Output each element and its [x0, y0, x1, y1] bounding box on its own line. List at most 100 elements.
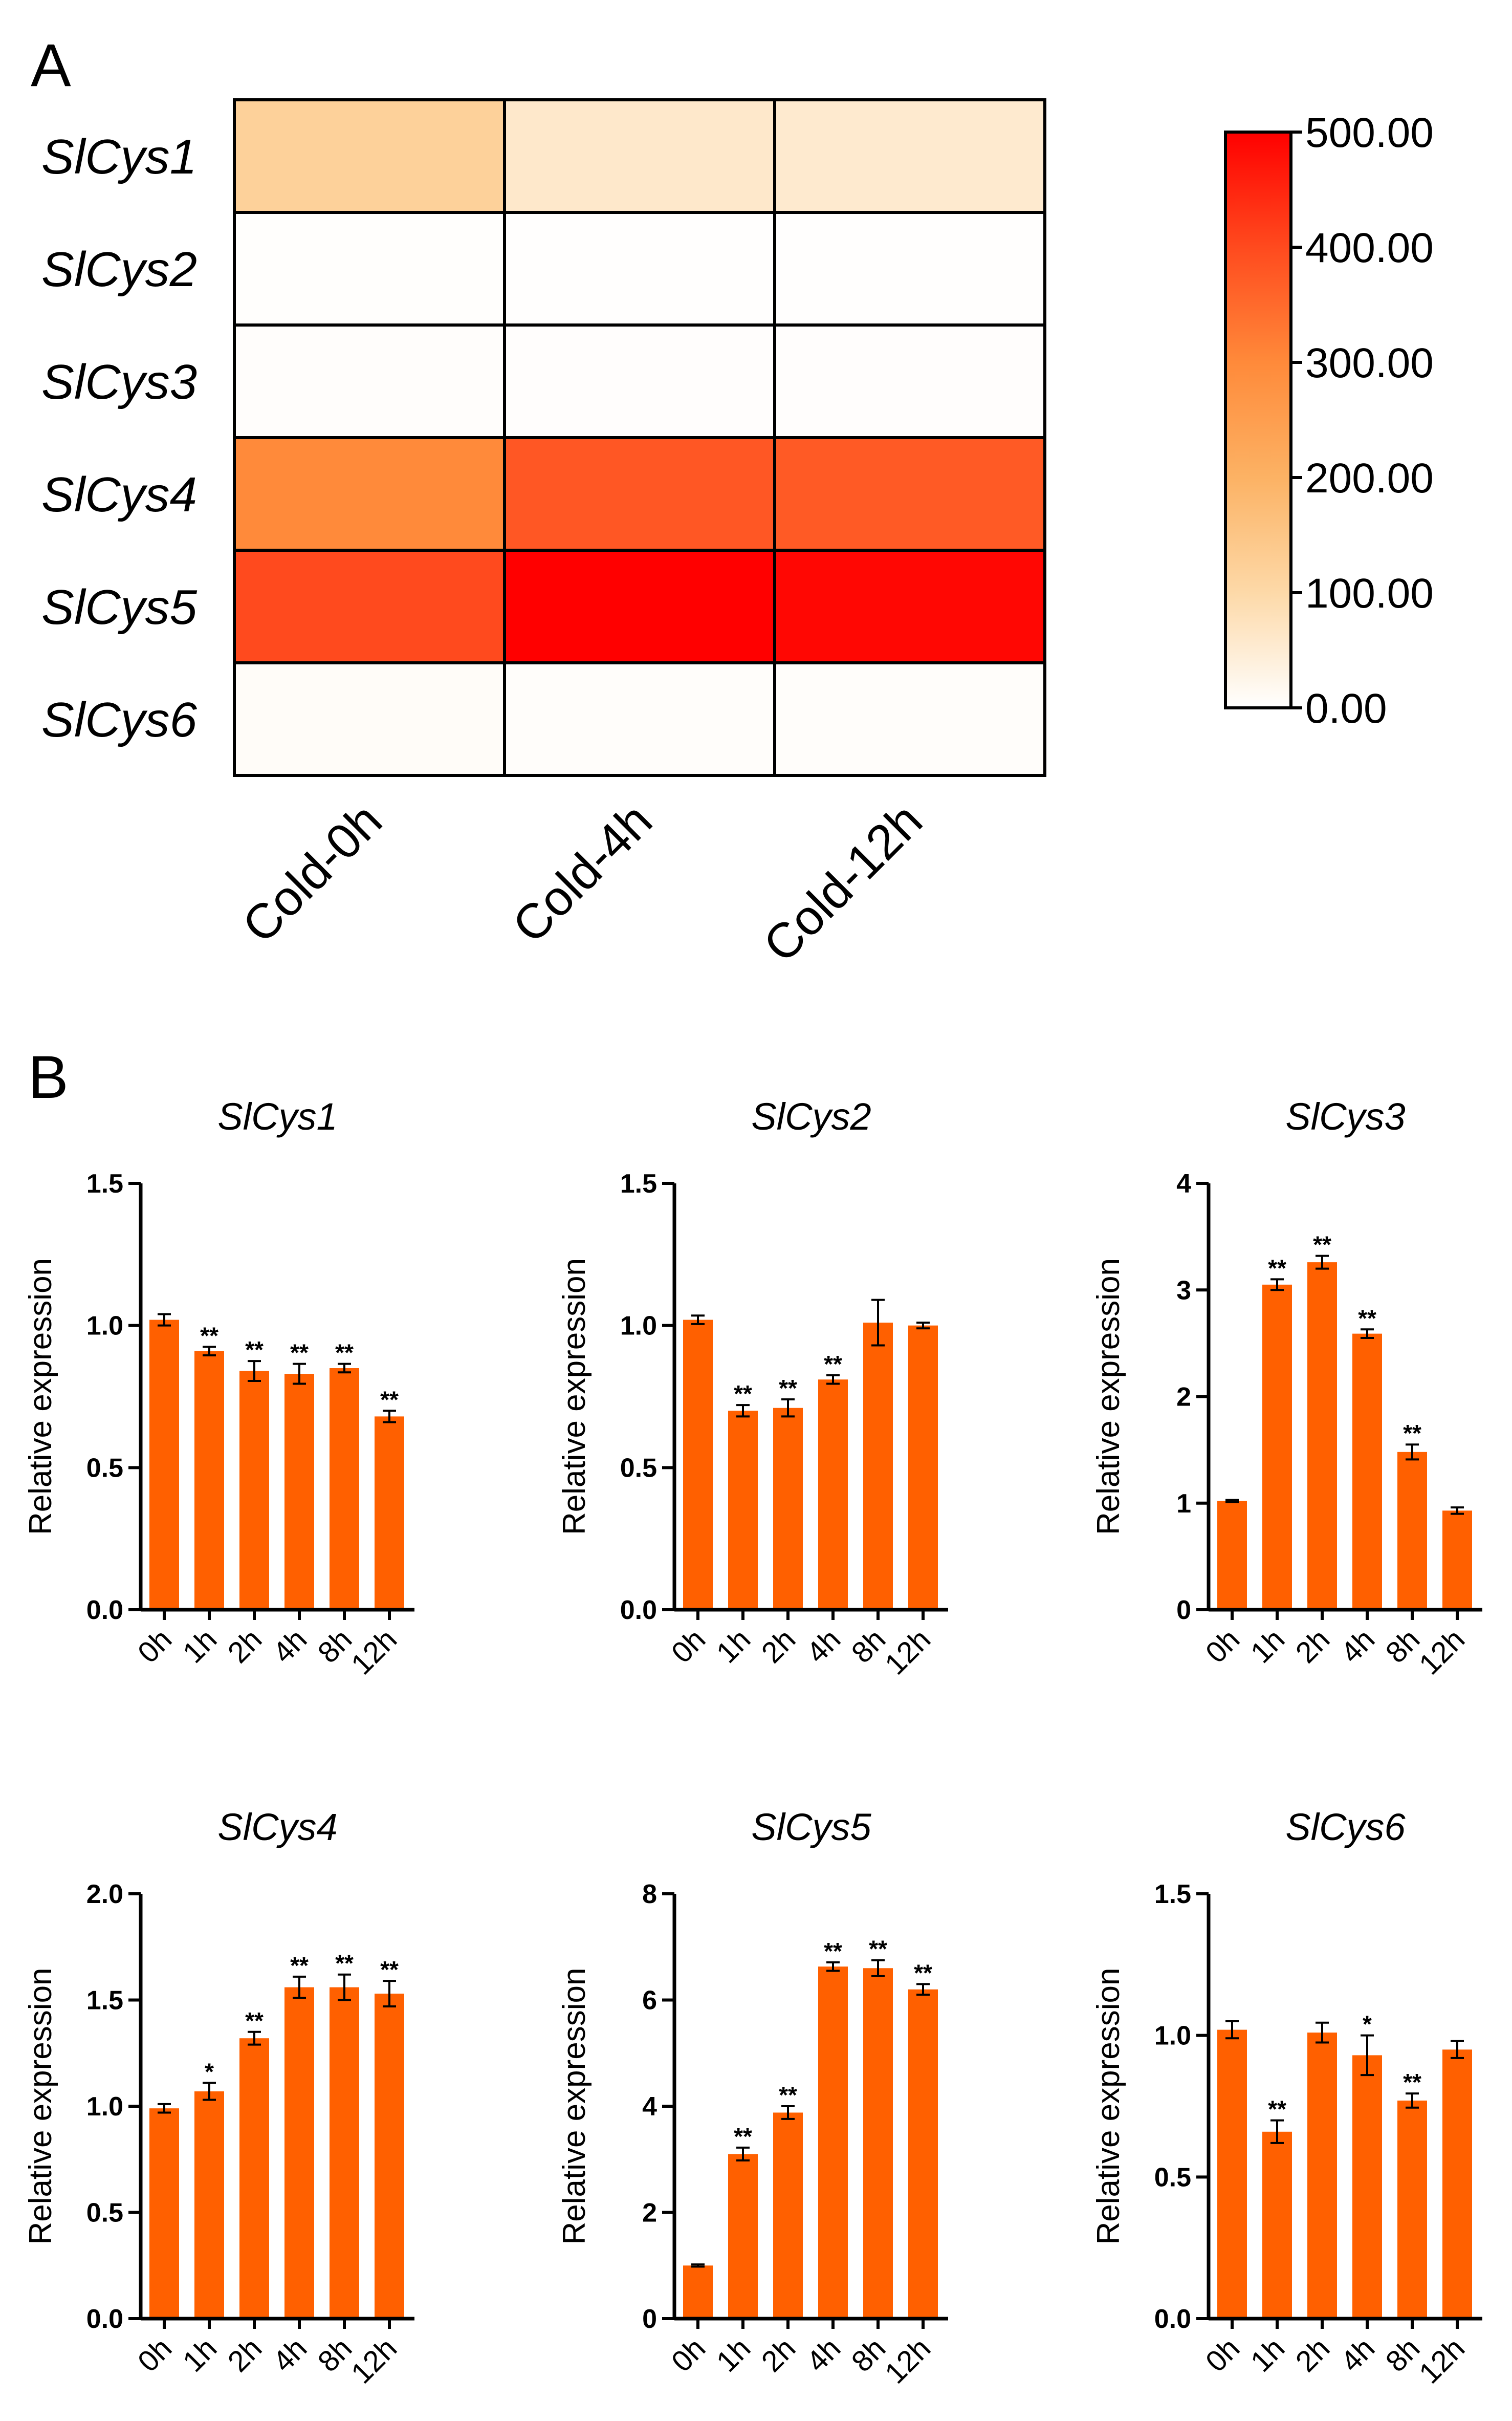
y-tick-label: 4 — [1176, 1169, 1191, 1199]
bar — [908, 1325, 938, 1610]
significance-marker: ** — [734, 2123, 752, 2150]
significance-marker: ** — [779, 2082, 797, 2108]
significance-marker: ** — [200, 1322, 218, 1349]
colorbar-gradient — [1224, 131, 1292, 709]
bar — [1397, 1452, 1427, 1610]
y-tick-label: 0.5 — [620, 1453, 657, 1483]
y-tick-label: 1 — [1176, 1489, 1191, 1519]
heatmap-cell — [503, 98, 776, 214]
x-tick-label: 0h — [132, 2331, 179, 2379]
y-axis-label: Relative expression — [23, 1258, 58, 1535]
x-tick-label: 4h — [267, 1623, 314, 1670]
x-tick-label: 1h — [1244, 1623, 1291, 1670]
gene-label: SlCys3 — [41, 355, 197, 409]
bar — [1262, 1284, 1292, 1610]
bar — [149, 1320, 179, 1610]
heatmap-cell — [773, 323, 1046, 439]
x-tick-label: 12h — [345, 2331, 403, 2390]
bar — [149, 2108, 179, 2319]
y-axis-label: Relative expression — [557, 1258, 592, 1535]
bar — [1217, 1501, 1247, 1610]
x-tick-label: 0h — [665, 2331, 712, 2379]
x-tick-label: 2h — [222, 1623, 269, 1670]
gene-label: SlCys1 — [41, 129, 197, 184]
gene-label: SlCys6 — [41, 693, 198, 747]
y-tick-label: 0.0 — [620, 1595, 657, 1625]
x-tick-label: 2h — [755, 2331, 802, 2379]
y-tick-label: 1.5 — [1154, 1879, 1191, 1909]
y-tick-label: 0.0 — [1154, 2304, 1191, 2334]
significance-marker: ** — [1313, 1231, 1331, 1258]
colorbar-tick-label: 200.00 — [1305, 455, 1434, 502]
y-tick-label: 2 — [1176, 1382, 1191, 1412]
x-tick-label: 0h — [1199, 1623, 1246, 1670]
chart-title: SlCys6 — [1285, 1806, 1406, 1848]
x-tick-label: 12h — [879, 1623, 937, 1681]
bar — [330, 1368, 359, 1610]
y-tick-label: 1.5 — [86, 1986, 123, 2016]
significance-marker: ** — [1358, 1305, 1376, 1331]
panel-b-label: B — [28, 1044, 69, 1111]
gene-label: SlCys4 — [41, 467, 197, 522]
significance-marker: ** — [245, 2007, 264, 2034]
condition-label: Cold-12h — [753, 793, 933, 972]
bar — [330, 1987, 359, 2319]
significance-marker: * — [1363, 2011, 1372, 2038]
y-tick-label: 0 — [642, 2304, 657, 2334]
y-tick-label: 6 — [642, 1986, 657, 2016]
heatmap-cell — [233, 211, 506, 327]
y-tick-label: 1.0 — [86, 2092, 123, 2122]
bar — [375, 1994, 404, 2319]
x-tick-label: 12h — [879, 2331, 937, 2390]
heatmap-cell — [503, 661, 776, 777]
heatmap-cell — [503, 549, 776, 664]
x-tick-label: 12h — [1413, 2331, 1471, 2390]
heatmap-cell — [233, 661, 506, 777]
y-tick-label: 1.0 — [1154, 2021, 1191, 2051]
x-tick-label: 0h — [665, 1623, 712, 1670]
y-tick-label: 0.5 — [86, 1453, 123, 1483]
bar — [1307, 2033, 1337, 2319]
y-tick-label: 1.0 — [620, 1311, 657, 1341]
y-axis-label: Relative expression — [23, 1968, 58, 2244]
bar — [239, 1371, 269, 1610]
significance-marker: * — [205, 2058, 214, 2085]
x-tick-label: 2h — [1289, 2331, 1336, 2379]
x-tick-label: 4h — [800, 2331, 847, 2379]
y-tick-label: 0.5 — [86, 2198, 123, 2228]
bar — [284, 1987, 314, 2319]
bar — [1262, 2131, 1292, 2319]
significance-marker: ** — [380, 1956, 399, 1983]
bar — [1352, 1333, 1382, 1610]
y-tick-label: 0 — [1176, 1595, 1191, 1625]
y-tick-label: 1.5 — [86, 1169, 123, 1199]
significance-marker: ** — [869, 1936, 887, 1962]
significance-marker: ** — [290, 1339, 309, 1366]
significance-marker: ** — [245, 1336, 264, 1363]
y-tick-label: 2.0 — [86, 1879, 123, 1909]
heatmap-cell — [773, 436, 1046, 552]
significance-marker: ** — [380, 1386, 399, 1413]
x-tick-label: 12h — [1413, 1623, 1471, 1681]
significance-marker: ** — [290, 1952, 309, 1979]
bar — [683, 2265, 713, 2319]
chart-title: SlCys2 — [751, 1095, 871, 1138]
y-tick-label: 8 — [642, 1879, 657, 1909]
y-tick-label: 3 — [1176, 1276, 1191, 1305]
significance-marker: ** — [734, 1380, 752, 1407]
bar — [683, 1320, 713, 1610]
x-tick-label: 0h — [132, 1623, 179, 1670]
x-tick-label: 0h — [1199, 2331, 1246, 2379]
colorbar-tick-label: 100.00 — [1305, 570, 1434, 617]
x-tick-label: 1h — [1244, 2331, 1291, 2379]
chart-title: SlCys3 — [1285, 1095, 1405, 1138]
chart-title: SlCys4 — [217, 1806, 337, 1848]
x-tick-label: 2h — [1289, 1623, 1336, 1670]
heatmap-cell — [773, 211, 1046, 327]
heatmap-cell — [233, 549, 506, 664]
x-tick-label: 4h — [267, 2331, 314, 2379]
